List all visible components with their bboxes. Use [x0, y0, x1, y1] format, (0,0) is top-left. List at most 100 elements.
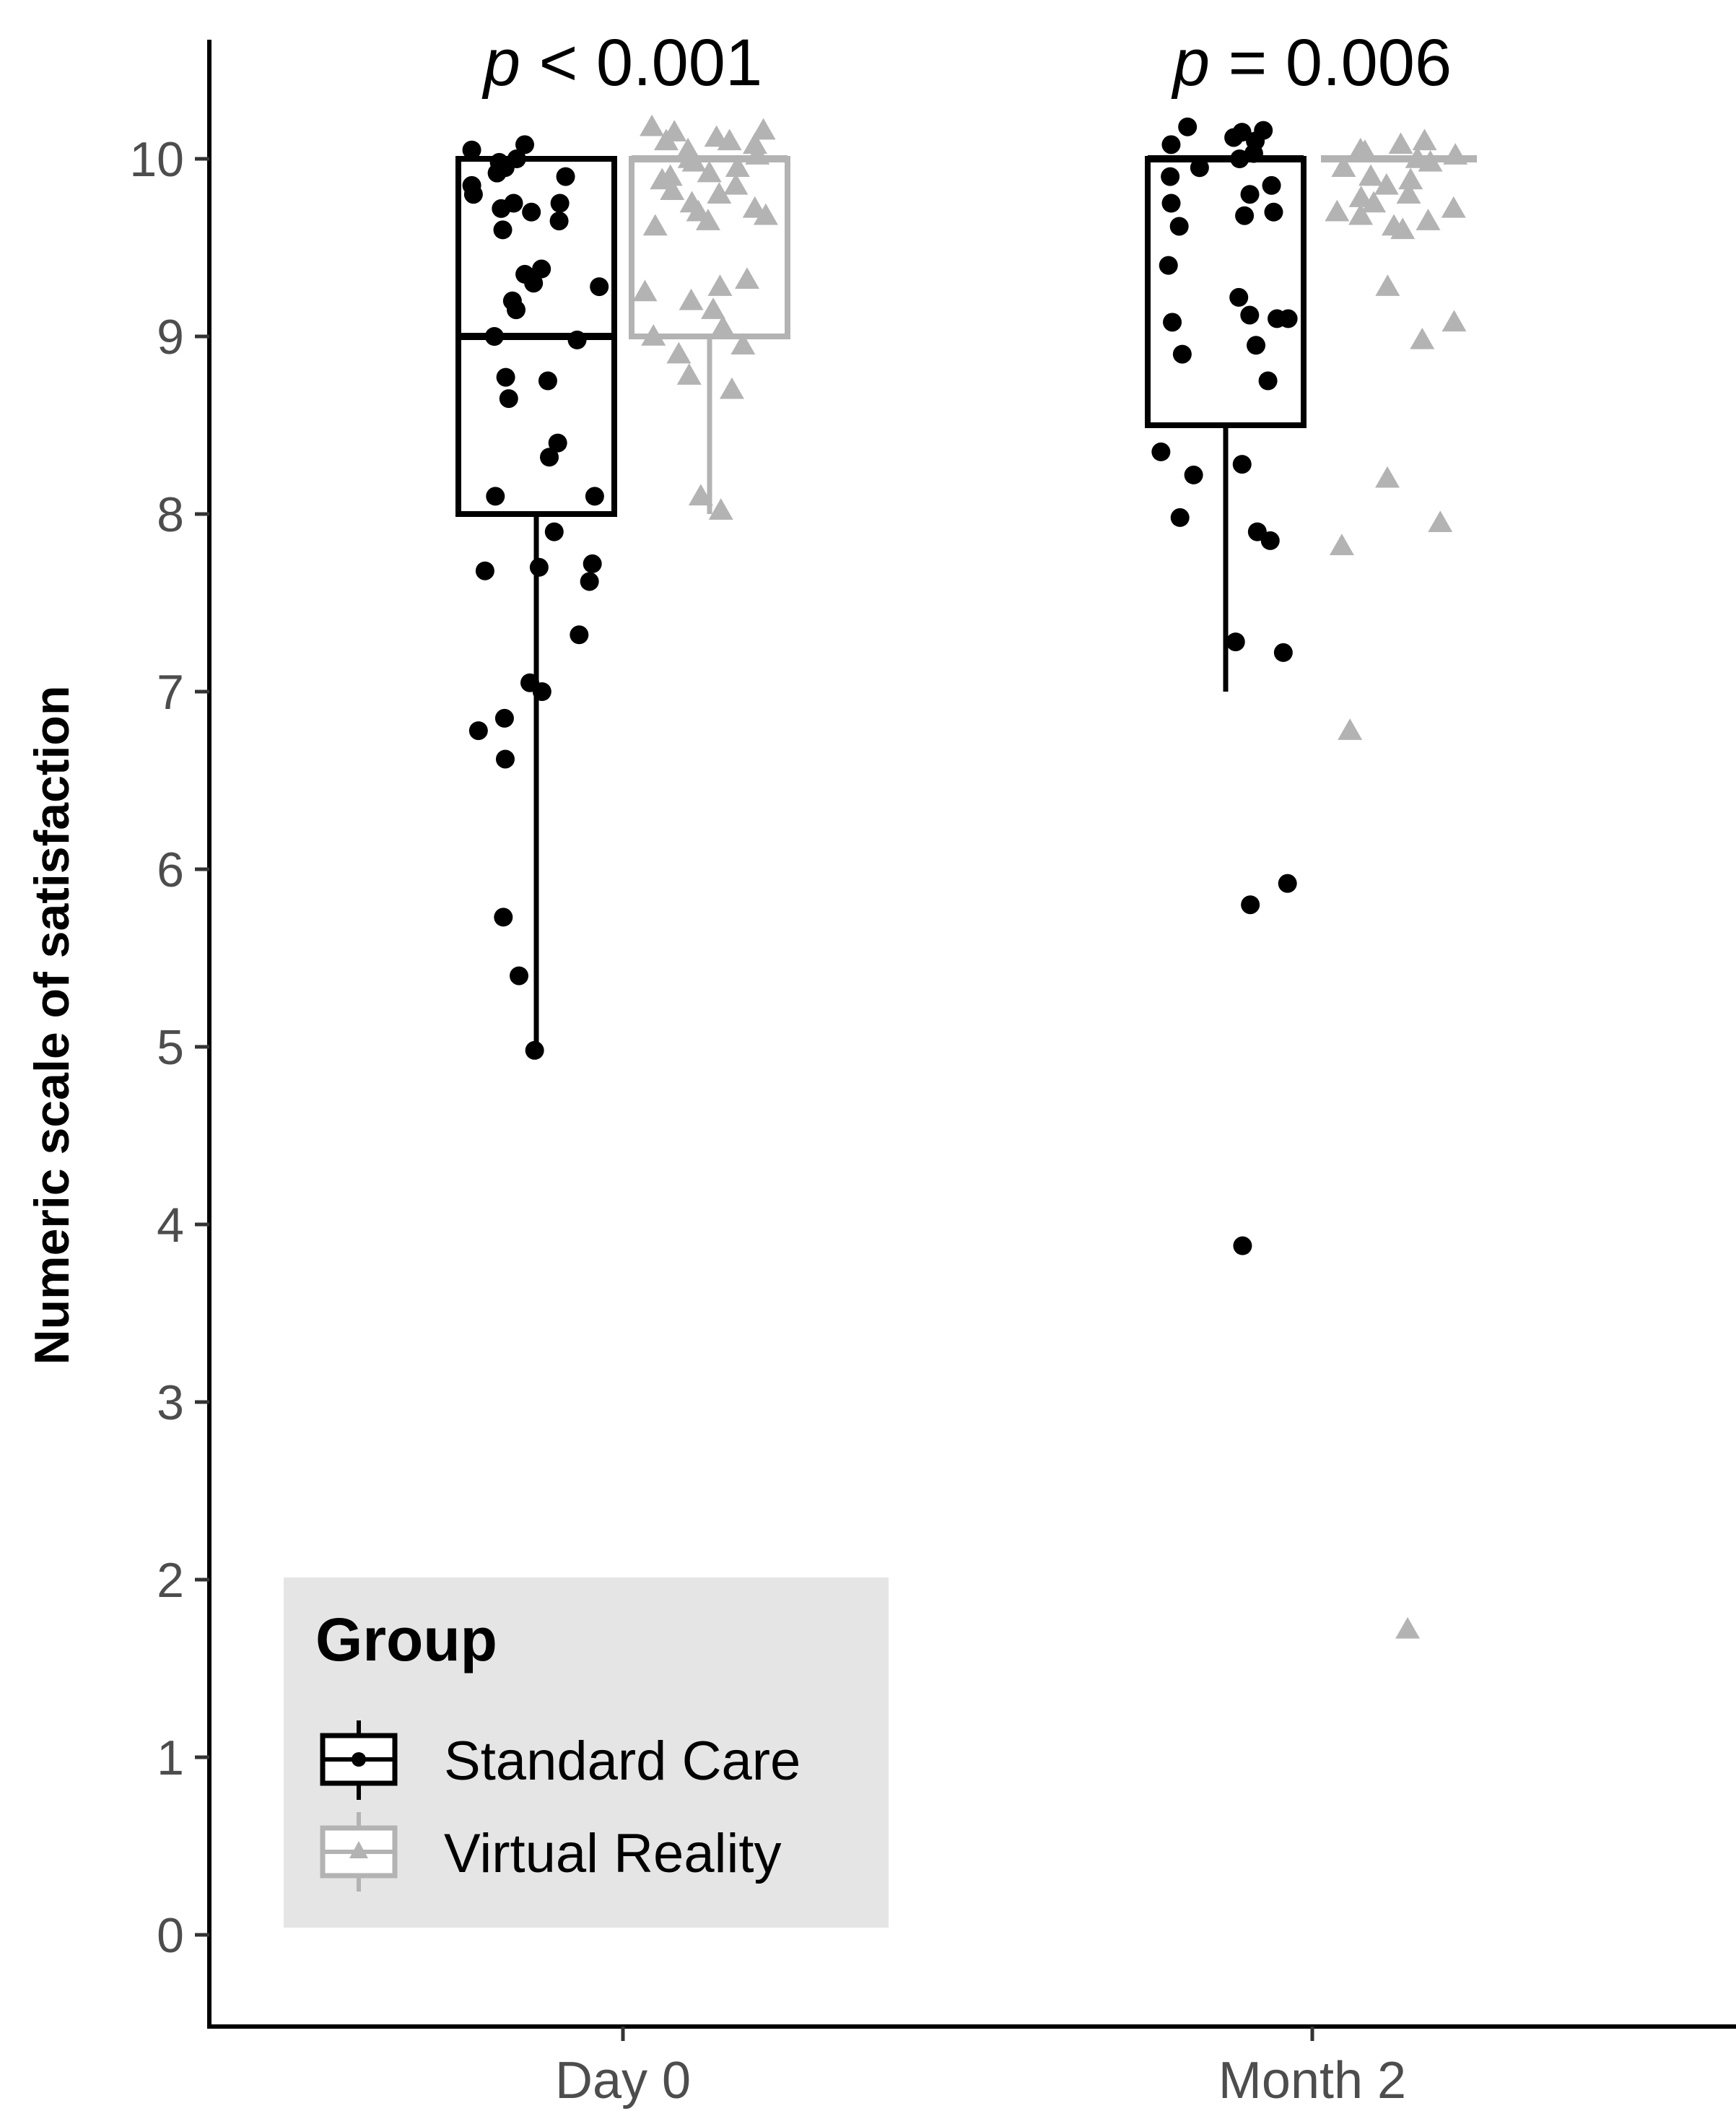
data-point-standard-care: [1258, 371, 1278, 391]
data-point-virtual-reality: [707, 182, 732, 204]
data-point-standard-care: [590, 277, 609, 297]
data-point-virtual-reality: [710, 315, 736, 337]
data-point-standard-care: [1178, 117, 1198, 136]
data-point-virtual-reality: [1352, 139, 1377, 161]
data-point-standard-care: [556, 167, 575, 186]
data-point-virtual-reality: [742, 132, 767, 154]
data-point-standard-care: [515, 135, 535, 154]
data-point-standard-care: [1264, 202, 1283, 222]
y-tick-label: 3: [157, 1375, 184, 1430]
data-point-standard-care: [548, 433, 567, 453]
data-point-virtual-reality: [640, 114, 665, 136]
data-point-standard-care: [507, 300, 526, 320]
data-point-virtual-reality: [1331, 155, 1356, 178]
data-point-standard-care: [585, 487, 604, 506]
data-point-virtual-reality: [1441, 310, 1467, 332]
y-tick-label: 2: [157, 1553, 184, 1608]
legend-title: Group: [315, 1606, 497, 1673]
legend-key-virtual-reality: [320, 1812, 398, 1892]
data-point-virtual-reality: [734, 267, 759, 290]
data-point-standard-care: [1260, 531, 1280, 550]
data-point-virtual-reality: [641, 324, 666, 346]
data-point-standard-care: [510, 966, 529, 985]
data-point-standard-care: [1240, 185, 1260, 204]
data-point-standard-care: [1273, 643, 1293, 662]
data-point-standard-care: [524, 274, 544, 293]
data-point-standard-care: [525, 1040, 544, 1060]
data-point-standard-care: [1190, 158, 1209, 178]
data-point-virtual-reality: [707, 274, 733, 296]
data-point-standard-care: [1229, 287, 1249, 307]
data-point-virtual-reality: [1375, 274, 1400, 296]
data-point-virtual-reality: [753, 203, 778, 225]
data-point-virtual-reality: [1325, 199, 1350, 222]
data-point-standard-care: [567, 330, 587, 349]
data-point-standard-care: [522, 202, 541, 222]
data-point-virtual-reality: [1443, 143, 1468, 165]
data-point-virtual-reality: [697, 160, 722, 183]
x-tick-label: Month 2: [1218, 2052, 1406, 2110]
legend-label-standard-care: Standard Care: [444, 1731, 801, 1792]
data-point-standard-care: [1184, 465, 1203, 484]
data-point-virtual-reality: [1374, 173, 1399, 195]
y-tick-label: 1: [157, 1731, 184, 1785]
data-point-standard-care: [463, 185, 483, 204]
plot-area: [455, 114, 1477, 1639]
data-point-standard-care: [1233, 1236, 1252, 1255]
data-point-standard-care: [493, 220, 512, 240]
data-point-standard-care: [495, 749, 515, 769]
data-point-standard-care: [570, 625, 589, 645]
data-point-virtual-reality: [725, 155, 750, 178]
y-tick-label: 4: [157, 1198, 184, 1253]
data-point-standard-care: [468, 721, 488, 741]
axes: 0 1 2 3 4 5 6 7 8 9 10 Day 0 Month 2 p < 0.001 p = 0.0…: [129, 26, 1736, 2110]
y-axis-title: Numeric scale of satisfaction: [25, 685, 79, 1365]
data-point-virtual-reality: [1395, 1616, 1421, 1639]
data-point-virtual-reality: [1428, 510, 1453, 533]
box-virtual-reality: [629, 114, 790, 520]
data-point-standard-care: [475, 561, 494, 580]
data-point-virtual-reality: [1375, 466, 1400, 488]
data-point-standard-care: [1241, 895, 1260, 915]
data-point-standard-care: [1226, 632, 1245, 652]
data-point-standard-care: [1244, 144, 1263, 163]
y-tick-label: 9: [157, 310, 184, 365]
y-tick-label: 7: [157, 665, 184, 720]
data-point-standard-care: [462, 140, 481, 160]
data-point-virtual-reality: [688, 484, 713, 506]
legend-key-standard-care: [320, 1720, 398, 1800]
data-point-virtual-reality: [695, 209, 720, 230]
data-point-virtual-reality: [1441, 196, 1466, 218]
data-point-standard-care: [1161, 167, 1180, 186]
data-point-standard-care: [487, 163, 507, 183]
data-point-standard-care: [540, 448, 559, 467]
data-point-virtual-reality: [679, 288, 704, 310]
data-point-standard-care: [550, 193, 570, 213]
box-virtual-reality: [1321, 129, 1477, 1639]
data-point-virtual-reality: [708, 498, 733, 520]
data-point-standard-care: [1163, 313, 1182, 332]
data-point-virtual-reality: [1390, 217, 1416, 240]
data-point-standard-care: [1151, 442, 1171, 461]
data-point-standard-care: [494, 708, 514, 728]
box-standard-care: [1145, 117, 1307, 1255]
data-point-virtual-reality: [730, 333, 756, 355]
data-point-standard-care: [494, 908, 513, 927]
data-point-virtual-reality: [1398, 167, 1423, 190]
data-point-virtual-reality: [660, 178, 685, 201]
data-point-standard-care: [1278, 874, 1297, 893]
data-point-standard-care: [1232, 455, 1252, 474]
data-point-virtual-reality: [642, 214, 668, 236]
data-point-standard-care: [1159, 256, 1178, 275]
data-point-virtual-reality: [717, 129, 742, 151]
data-point-standard-care: [1161, 135, 1181, 154]
data-point-virtual-reality: [653, 129, 679, 151]
data-point-standard-care: [1235, 206, 1255, 225]
x-tick-label: Day 0: [555, 2052, 691, 2110]
y-tick-label: 8: [157, 487, 184, 542]
data-point-standard-care: [1240, 305, 1260, 325]
data-point-virtual-reality: [676, 363, 702, 385]
data-point-standard-care: [1169, 217, 1189, 236]
data-point-standard-care: [538, 371, 557, 391]
